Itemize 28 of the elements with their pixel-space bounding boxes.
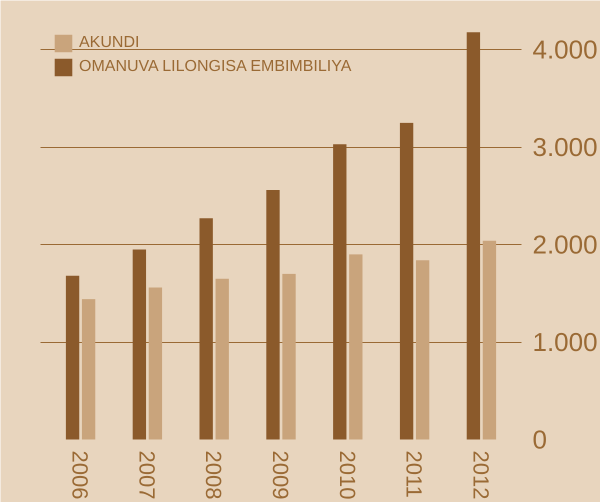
x-tick-label: 2007	[134, 450, 160, 500]
bar	[416, 260, 430, 440]
y-tick-label: 2.000	[532, 230, 598, 260]
bar	[266, 190, 280, 440]
x-tick-label: 2011	[402, 450, 427, 498]
bar	[482, 240, 496, 440]
x-tick-label: 2012	[468, 450, 494, 500]
bar	[132, 249, 146, 440]
x-tick-label: 2009	[268, 450, 293, 500]
bar	[199, 218, 213, 440]
bar	[282, 274, 296, 440]
y-tick-label: 0	[532, 424, 547, 454]
y-tick-label: 3.000	[532, 132, 598, 162]
bar	[82, 299, 96, 440]
legend-label: AKUNDI	[79, 34, 140, 52]
legend-label: OMANUVA LILONGISA EMBIMBILIYA	[79, 58, 352, 76]
x-tick-label: 2008	[201, 450, 226, 500]
bar	[400, 122, 414, 440]
y-tick-label: 1.000	[532, 327, 598, 358]
bar	[148, 287, 162, 440]
x-tick-label: 2006	[68, 450, 93, 500]
bar	[466, 32, 480, 440]
x-tick-label: 2010	[334, 450, 360, 500]
y-tick-label: 4.000	[532, 34, 598, 65]
bar	[349, 254, 363, 440]
bar	[66, 276, 80, 440]
bar	[333, 144, 346, 440]
bar	[216, 278, 229, 440]
